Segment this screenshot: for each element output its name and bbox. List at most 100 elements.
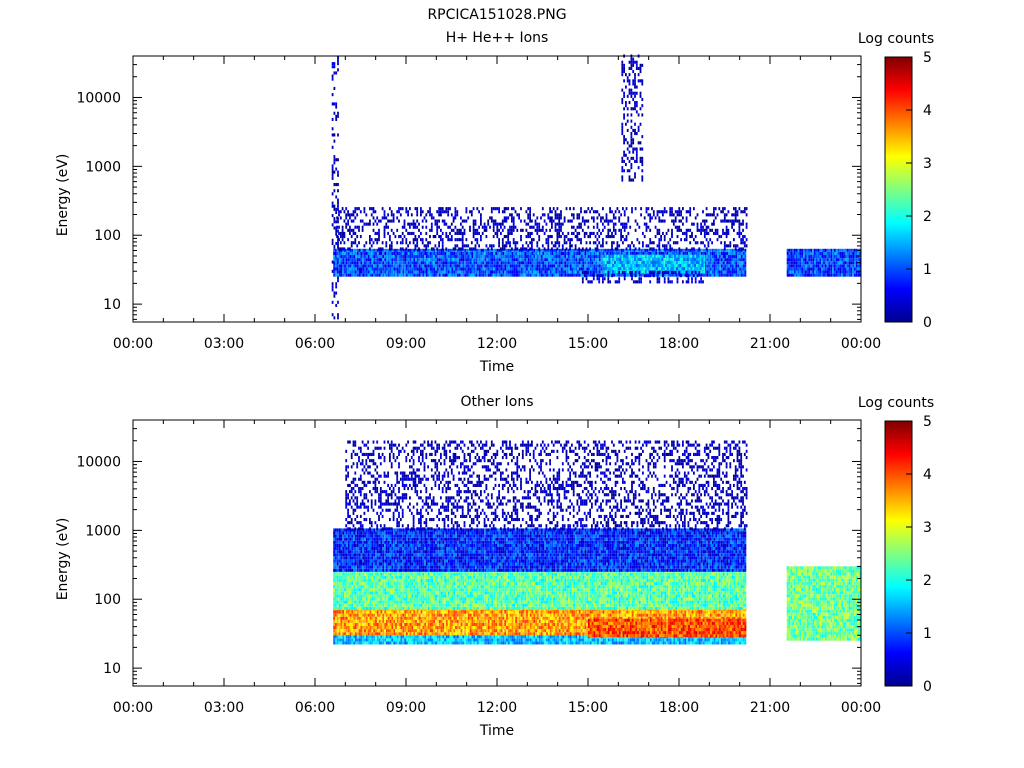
heatmap-cell [666, 273, 669, 277]
heatmap-cell [717, 267, 719, 271]
heatmap-cell [815, 267, 818, 271]
heatmap-cell [569, 251, 572, 255]
heatmap-cell [575, 270, 578, 274]
heatmap-cell [614, 231, 617, 235]
heatmap-cell [808, 251, 811, 255]
heatmap-cell [641, 79, 644, 83]
heatmap-cell [602, 274, 604, 278]
heatmap-cell [819, 270, 822, 274]
heatmap-cell [540, 228, 542, 232]
heatmap-cell [801, 251, 803, 255]
heatmap-cell [837, 251, 840, 255]
heatmap-cell [686, 260, 689, 264]
heatmap-cell [696, 254, 698, 258]
heatmap-cell [340, 632, 343, 636]
heatmap-cell [384, 632, 386, 636]
heatmap-cell [546, 267, 548, 271]
heatmap-cell [656, 274, 659, 278]
heatmap-cell [821, 270, 824, 274]
heatmap-cell [677, 251, 679, 255]
heatmap-cell [652, 254, 655, 258]
heatmap-cell [400, 622, 403, 626]
heatmap-cell [551, 258, 554, 262]
heatmap-cell [463, 228, 466, 232]
heatmap-cell [703, 231, 706, 235]
heatmap-cell [335, 195, 338, 199]
heatmap-cell [722, 255, 725, 259]
heatmap-cell [531, 247, 533, 251]
heatmap-cell [391, 616, 394, 620]
heatmap-cell [444, 248, 446, 252]
heatmap-cell [730, 273, 732, 277]
heatmap-cell [623, 225, 626, 229]
heatmap-cell [549, 207, 551, 211]
heatmap-cell [623, 113, 625, 117]
heatmap-cell [728, 248, 730, 252]
heatmap-cell [646, 264, 649, 268]
heatmap-cell [613, 273, 616, 277]
heatmap-cell [632, 267, 635, 271]
heatmap-cell [409, 255, 412, 259]
heatmap-cell [340, 629, 343, 633]
heatmap-cell [349, 255, 352, 259]
heatmap-cell [420, 231, 422, 235]
heatmap-cell [473, 264, 476, 268]
heatmap-cell [725, 244, 728, 248]
heatmap-cell [430, 247, 433, 251]
heatmap-cell [714, 207, 717, 211]
heatmap-cell [477, 251, 479, 255]
heatmap-cell [588, 261, 590, 265]
heatmap-cell [331, 117, 334, 121]
heatmap-cell [396, 267, 399, 271]
heatmap-cell [632, 147, 635, 151]
heatmap-cell [635, 159, 638, 163]
heatmap-cell [422, 626, 425, 630]
heatmap-cell [500, 231, 502, 235]
heatmap-cell [400, 629, 403, 633]
heatmap-cell [595, 270, 598, 274]
heatmap-cell [378, 273, 381, 277]
heatmap-cell [402, 273, 405, 277]
heatmap-cell [713, 213, 715, 217]
heatmap-cell [466, 255, 468, 259]
heatmap-cell [634, 219, 637, 223]
heatmap-cell [730, 261, 732, 265]
heatmap-cell [581, 277, 584, 281]
heatmap-cell [689, 213, 692, 217]
heatmap-cell [679, 251, 681, 255]
heatmap-cell [352, 241, 355, 245]
heatmap-cell [709, 248, 712, 252]
heatmap-cell [447, 207, 450, 211]
heatmap-cell [369, 207, 371, 211]
heatmap-cell [413, 613, 416, 617]
heatmap-cell [472, 247, 475, 251]
heatmap-cell [416, 616, 419, 620]
heatmap-cell [564, 255, 567, 259]
heatmap-cell [634, 207, 637, 211]
heatmap-cell [461, 231, 464, 235]
heatmap-cell [600, 264, 603, 268]
heatmap-cell [652, 257, 655, 261]
heatmap-cell [561, 222, 564, 226]
heatmap-cell [466, 264, 468, 268]
heatmap-cell [546, 261, 548, 265]
heatmap-cell [350, 213, 353, 217]
heatmap-cell [514, 210, 517, 214]
heatmap-cell [471, 251, 474, 255]
heatmap-cell [637, 251, 639, 255]
heatmap-cell [850, 248, 853, 252]
heatmap-cell [629, 271, 632, 275]
heatmap-cell [571, 267, 574, 271]
heatmap-cell [333, 629, 335, 633]
heatmap-cell [677, 257, 680, 261]
heatmap-cell [855, 267, 858, 271]
heatmap-cell [667, 241, 670, 245]
heatmap-cell [630, 60, 633, 64]
heatmap-cell [520, 219, 522, 223]
heatmap-cell [395, 619, 397, 623]
heatmap-cell [558, 251, 561, 255]
heatmap-cell [817, 267, 820, 271]
heatmap-cell [643, 222, 646, 226]
heatmap-cell [683, 270, 685, 274]
heatmap-cell [486, 258, 488, 262]
